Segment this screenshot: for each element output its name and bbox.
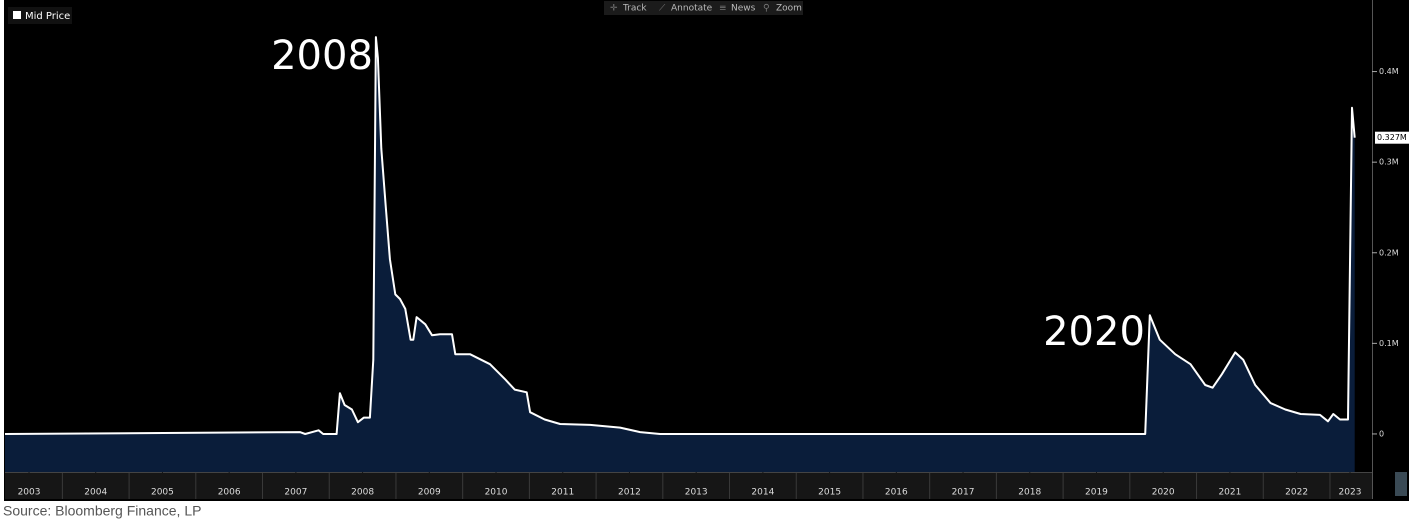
plot-area — [4, 36, 1356, 472]
x-tick-label: 2012 — [618, 488, 641, 498]
toolbar-button[interactable]: Annotate — [671, 4, 713, 14]
y-tick-label: 0 — [1379, 429, 1384, 438]
x-tick-label: 2020 — [1152, 488, 1175, 498]
annotation: 2008 — [271, 33, 373, 79]
x-axis-bar — [5, 472, 1372, 499]
x-tick-label: 2019 — [1085, 488, 1108, 498]
annotation: 2020 — [1043, 309, 1145, 355]
x-tick-label: 2015 — [818, 488, 841, 498]
x-tick-label: 2004 — [84, 488, 107, 498]
price-line — [4, 36, 1356, 435]
x-tick-label: 2017 — [952, 488, 975, 498]
toolbar-icon: ⟋ — [659, 4, 666, 14]
toolbar-button[interactable]: Zoom — [776, 4, 802, 14]
y-tick-label: 0.4M — [1379, 67, 1399, 76]
toolbar-icon: ≡ — [719, 4, 727, 14]
value-label-box — [1375, 131, 1409, 144]
legend-swatch — [13, 11, 21, 19]
toolbar-icon: ⚲ — [763, 4, 770, 14]
x-tick-label: 2016 — [885, 488, 908, 498]
area-fill — [5, 37, 1355, 472]
x-tick-label: 2010 — [485, 488, 508, 498]
x-tick-label: 2021 — [1218, 488, 1241, 498]
y-tick-label: 0.3M — [1379, 158, 1399, 167]
x-tick-label: 2009 — [418, 488, 441, 498]
x-tick-label: 2003 — [18, 488, 41, 498]
x-tick-label: 2018 — [1018, 488, 1041, 498]
toolbar-button[interactable]: News — [731, 4, 756, 14]
y-tick-label: 0.1M — [1379, 339, 1399, 348]
x-tick-label: 2008 — [351, 488, 374, 498]
x-tick-label: 2006 — [218, 488, 241, 498]
y-tick-label: 0.2M — [1379, 248, 1399, 257]
corner-button[interactable] — [1395, 472, 1407, 496]
x-tick-label: 2013 — [685, 488, 708, 498]
legend-box — [8, 7, 72, 24]
x-tick-label: 2005 — [151, 488, 174, 498]
x-tick-label: 2022 — [1285, 488, 1308, 498]
x-tick-label: 2014 — [751, 488, 774, 498]
legend-label: Mid Price — [25, 11, 70, 22]
toolbar-button[interactable]: Track — [622, 4, 647, 14]
legend: Mid Price — [8, 7, 72, 24]
x-tick-label: 2011 — [551, 488, 574, 498]
x-tick-label: 2023 — [1339, 488, 1362, 498]
toolbar: ✛ Track ⟋ Annotate ≡ News ⚲ Zoom — [604, 1, 803, 15]
source-note: Source: Bloomberg Finance, LP — [3, 503, 201, 519]
x-tick-label: 2007 — [284, 488, 307, 498]
toolbar-icon: ✛ — [610, 4, 618, 14]
value-label: 0.327M — [1377, 133, 1407, 142]
toolbar-background — [604, 1, 803, 15]
